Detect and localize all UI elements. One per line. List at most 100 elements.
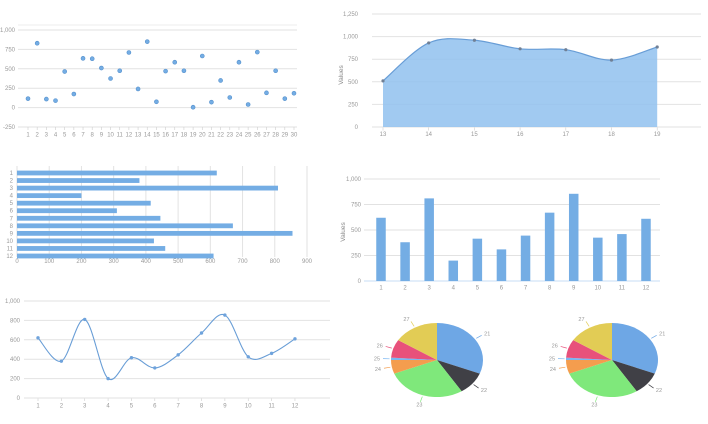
data-point[interactable] (609, 58, 614, 62)
data-point[interactable] (427, 41, 431, 45)
data-point[interactable] (223, 313, 227, 317)
bar[interactable] (17, 178, 140, 183)
data-point[interactable] (655, 45, 659, 49)
bar[interactable] (520, 235, 531, 281)
bar[interactable] (17, 200, 151, 206)
area-series[interactable] (383, 38, 658, 128)
axis-tick-label: 0 (355, 125, 359, 131)
bar[interactable] (424, 198, 434, 281)
data-point[interactable] (80, 56, 86, 61)
axis-tick-label: 18 (181, 133, 188, 139)
data-point[interactable] (293, 337, 297, 341)
axis-tick-label: 5 (63, 133, 67, 139)
bar[interactable] (376, 217, 386, 281)
data-point[interactable] (126, 50, 132, 55)
data-point[interactable] (154, 99, 159, 105)
pie-slice[interactable] (566, 360, 612, 374)
pie-slice[interactable] (566, 357, 612, 360)
pie-slice[interactable] (398, 323, 437, 360)
axis-tick-label: 22 (217, 133, 224, 139)
data-point[interactable] (176, 353, 180, 357)
pie-slice-label: 25 (374, 357, 380, 363)
pie-slice[interactable] (391, 360, 437, 374)
data-point[interactable] (172, 59, 178, 65)
pie-slice[interactable] (569, 360, 637, 397)
data-point[interactable] (291, 90, 297, 96)
data-point[interactable] (163, 68, 168, 74)
pie-slice[interactable] (391, 340, 437, 360)
data-point[interactable] (227, 95, 233, 100)
pie-slice[interactable] (391, 357, 437, 360)
axis-tick-label: 30 (291, 133, 298, 139)
bar[interactable] (641, 218, 651, 281)
data-point[interactable] (117, 68, 123, 74)
data-point[interactable] (106, 376, 110, 381)
bar[interactable] (17, 193, 82, 199)
bar[interactable] (617, 234, 627, 281)
data-point[interactable] (34, 40, 40, 46)
data-point[interactable] (25, 96, 31, 101)
bar[interactable] (593, 237, 603, 281)
data-point[interactable] (273, 68, 278, 74)
data-point[interactable] (564, 48, 568, 52)
bar[interactable] (17, 215, 161, 221)
data-point[interactable] (62, 69, 67, 74)
data-point[interactable] (144, 39, 150, 44)
bar[interactable] (568, 193, 579, 281)
bar[interactable] (17, 223, 233, 229)
pie-slice[interactable] (612, 323, 658, 374)
bar[interactable] (472, 238, 483, 281)
axis-tick-label: 8 (91, 133, 95, 139)
category-label: 8 (548, 286, 552, 292)
data-point[interactable] (254, 49, 260, 55)
data-point[interactable] (71, 91, 77, 97)
vertical-bar-chart: Values 0 250 500 750 1,000 1 2 3 4 5 6 7 8 9 10 11 12 (336, 160, 708, 292)
data-point[interactable] (108, 76, 113, 81)
pie-slice[interactable] (573, 323, 612, 360)
line-series[interactable] (37, 313, 296, 381)
bar[interactable] (17, 230, 293, 236)
data-point[interactable] (282, 96, 288, 101)
data-point[interactable] (89, 56, 95, 62)
data-point[interactable] (44, 96, 49, 102)
pie-slice[interactable] (437, 323, 483, 374)
data-point[interactable] (264, 90, 269, 96)
bar[interactable] (17, 238, 154, 244)
bar[interactable] (496, 249, 507, 281)
data-point[interactable] (381, 79, 385, 83)
label-connector (473, 384, 479, 389)
data-point[interactable] (199, 331, 204, 335)
bar[interactable] (448, 260, 459, 281)
pie-slice[interactable] (612, 360, 655, 392)
data-point[interactable] (135, 86, 141, 92)
data-point[interactable] (59, 359, 64, 363)
bar[interactable] (17, 185, 278, 191)
data-point[interactable] (246, 355, 250, 359)
data-point[interactable] (518, 47, 522, 51)
data-point[interactable] (472, 38, 476, 42)
bar[interactable] (400, 242, 410, 281)
data-point[interactable] (218, 78, 223, 83)
bar[interactable] (17, 246, 166, 251)
axis-tick-label: 11 (117, 133, 124, 139)
data-point[interactable] (153, 366, 157, 370)
bar[interactable] (17, 208, 117, 214)
data-point[interactable] (199, 53, 205, 59)
data-point[interactable] (269, 351, 274, 356)
data-point[interactable] (181, 68, 187, 74)
data-point[interactable] (190, 104, 196, 110)
pie-slice[interactable] (566, 340, 612, 360)
data-point[interactable] (36, 336, 40, 340)
data-point[interactable] (83, 317, 87, 322)
data-point[interactable] (99, 65, 104, 71)
data-point[interactable] (53, 98, 58, 103)
bar[interactable] (17, 170, 217, 176)
pie-slice[interactable] (437, 360, 480, 392)
bar[interactable] (17, 253, 214, 259)
bar[interactable] (544, 212, 555, 281)
pie-slice[interactable] (394, 360, 462, 397)
data-point[interactable] (236, 59, 242, 65)
data-point[interactable] (129, 356, 134, 360)
data-point[interactable] (245, 102, 251, 107)
data-point[interactable] (209, 99, 214, 105)
